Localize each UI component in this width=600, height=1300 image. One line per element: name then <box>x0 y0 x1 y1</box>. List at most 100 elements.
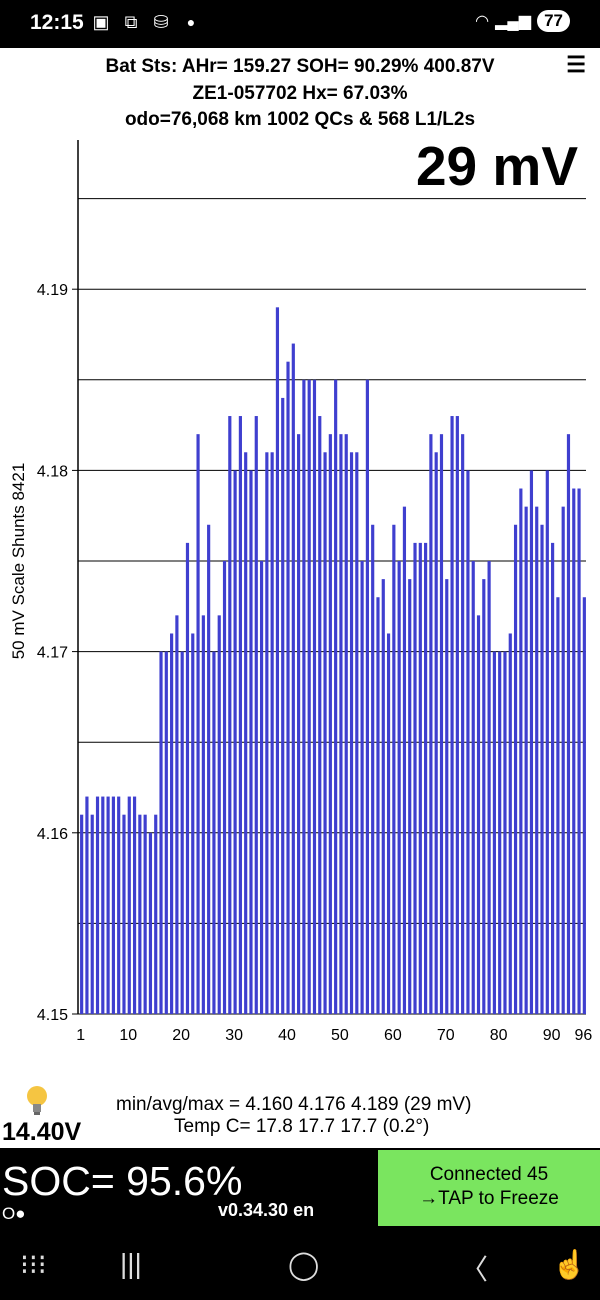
cell-bar <box>371 524 375 1014</box>
cell-bar <box>572 488 576 1014</box>
cell-bar <box>233 470 237 1014</box>
cell-bar <box>328 434 332 1014</box>
cell-bar <box>445 579 449 1014</box>
status-right: ◠ ▂▄▆ 77 <box>475 10 570 32</box>
cell-bar <box>138 814 142 1014</box>
cell-bar <box>418 542 422 1014</box>
min-avg-max-text: min/avg/max = 4.160 4.176 4.189 (29 mV) <box>116 1094 472 1115</box>
cell-bar <box>101 796 105 1014</box>
cell-bar <box>85 796 89 1014</box>
cell-bar <box>312 379 317 1014</box>
cell-bar <box>365 379 369 1014</box>
y-axis-label: 50 mV Scale Shunts 8421 <box>9 463 28 660</box>
cell-bar <box>334 379 338 1014</box>
x-tick-label: 96 <box>574 1027 592 1044</box>
cell-bar <box>154 814 158 1014</box>
cell-bar <box>106 796 110 1014</box>
cell-bar <box>217 615 221 1014</box>
cell-bar <box>238 416 242 1014</box>
cell-bar <box>318 416 322 1014</box>
cell-bar <box>540 524 544 1014</box>
cell-bar <box>355 452 359 1014</box>
connect-freeze-button[interactable]: Connected 45 →TAP to Freeze <box>378 1150 600 1226</box>
cell-bar <box>408 579 412 1014</box>
back-button[interactable]: 〈 <box>460 1254 489 1285</box>
x-tick-label: 20 <box>172 1027 190 1044</box>
cell-bar <box>498 651 502 1014</box>
odometer-line: odo=76,068 km 1002 QCs & 568 L1/L2s <box>124 109 476 130</box>
cell-bar <box>111 796 115 1014</box>
vin-hx-line: ZE1-057702 Hx= 67.03% <box>192 83 408 104</box>
cell-bar <box>434 452 438 1014</box>
game-launcher-icon[interactable]: ⁝⁝⁝ <box>20 1249 47 1280</box>
cell-bar <box>244 452 248 1014</box>
y-tick-label: 4.15 <box>37 1007 68 1024</box>
cell-bar <box>339 434 343 1014</box>
cell-bar <box>561 506 565 1014</box>
x-tick-label: 90 <box>543 1027 561 1044</box>
gallery-icon: ▣ <box>92 12 110 32</box>
screenshot-icon: ⧉ <box>124 12 138 32</box>
cell-bar <box>429 434 433 1014</box>
cell-bar <box>164 651 168 1014</box>
x-tick-label: 1 <box>76 1027 85 1044</box>
cell-bar <box>524 506 528 1014</box>
cell-bar <box>297 434 301 1014</box>
connect-status: Connected 45 <box>429 1164 549 1185</box>
cell-bar <box>127 796 131 1014</box>
cell-bar <box>392 524 396 1014</box>
cell-bar <box>185 542 190 1014</box>
cell-bar <box>291 343 295 1014</box>
cell-bar <box>503 651 507 1014</box>
cell-bar <box>450 416 454 1014</box>
lightbulb-icon[interactable] <box>24 1084 50 1118</box>
cell-bar <box>191 633 195 1014</box>
bottom-panel: SOC= 95.6% O● v0.34.30 en Connected 45 →… <box>0 1148 600 1226</box>
cell-bar <box>117 796 121 1014</box>
cell-bar <box>122 814 126 1014</box>
cell-bar <box>545 470 549 1014</box>
cell-bar <box>413 542 417 1014</box>
y-tick-label: 4.16 <box>37 826 68 843</box>
cell-bar <box>556 597 560 1014</box>
home-button[interactable]: ◯ <box>288 1249 320 1280</box>
cell-bar <box>132 796 137 1014</box>
touch-lock-icon[interactable]: ☝ <box>552 1249 587 1280</box>
navigation-bar: ⁝⁝⁝ ||| ◯ 〈 ☝ <box>0 1226 600 1300</box>
cell-bar <box>222 561 227 1014</box>
x-tick-label: 60 <box>384 1027 402 1044</box>
soc-readout: SOC= 95.6% <box>2 1158 243 1204</box>
cell-bar <box>360 561 364 1014</box>
status-dot: O● <box>2 1204 26 1223</box>
recents-button[interactable]: ||| <box>120 1248 142 1279</box>
cell-bar <box>466 470 470 1014</box>
cell-bar <box>170 633 174 1014</box>
cell-bar <box>344 434 348 1014</box>
cell-bar <box>180 651 184 1014</box>
mv-spread-readout: 29 mV <box>415 135 578 197</box>
cell-bar <box>249 470 253 1014</box>
cell-bar <box>566 434 571 1014</box>
cell-bar <box>529 470 534 1014</box>
status-icons: ▣ ⧉ ⛁ ● <box>90 12 202 32</box>
cell-bar <box>376 597 380 1014</box>
cell-voltage-chart[interactable]: 4.154.164.174.184.194.2050 mV Scale Shun… <box>0 140 600 1090</box>
wifi-icon: ◠ <box>475 13 490 30</box>
cell-bar <box>424 542 428 1014</box>
app-screen: Bat Sts: AHr= 159.27 SOH= 90.29% 400.87V… <box>0 48 600 1148</box>
cell-bar <box>265 452 269 1014</box>
cell-bar <box>582 597 586 1014</box>
app-version: v0.34.30 en <box>218 1200 315 1220</box>
cell-bar <box>143 814 147 1014</box>
y-tick-label: 4.17 <box>37 645 68 662</box>
cell-bar <box>513 524 518 1014</box>
cell-bar <box>95 796 100 1014</box>
cell-bar <box>281 397 285 1014</box>
menu-icon[interactable]: ☰ <box>566 52 586 77</box>
cell-bar <box>90 814 94 1014</box>
cell-bar <box>254 416 258 1014</box>
cell-bar <box>302 379 306 1014</box>
x-tick-label: 40 <box>278 1027 296 1044</box>
cell-bar <box>175 615 179 1014</box>
x-tick-label: 10 <box>119 1027 137 1044</box>
